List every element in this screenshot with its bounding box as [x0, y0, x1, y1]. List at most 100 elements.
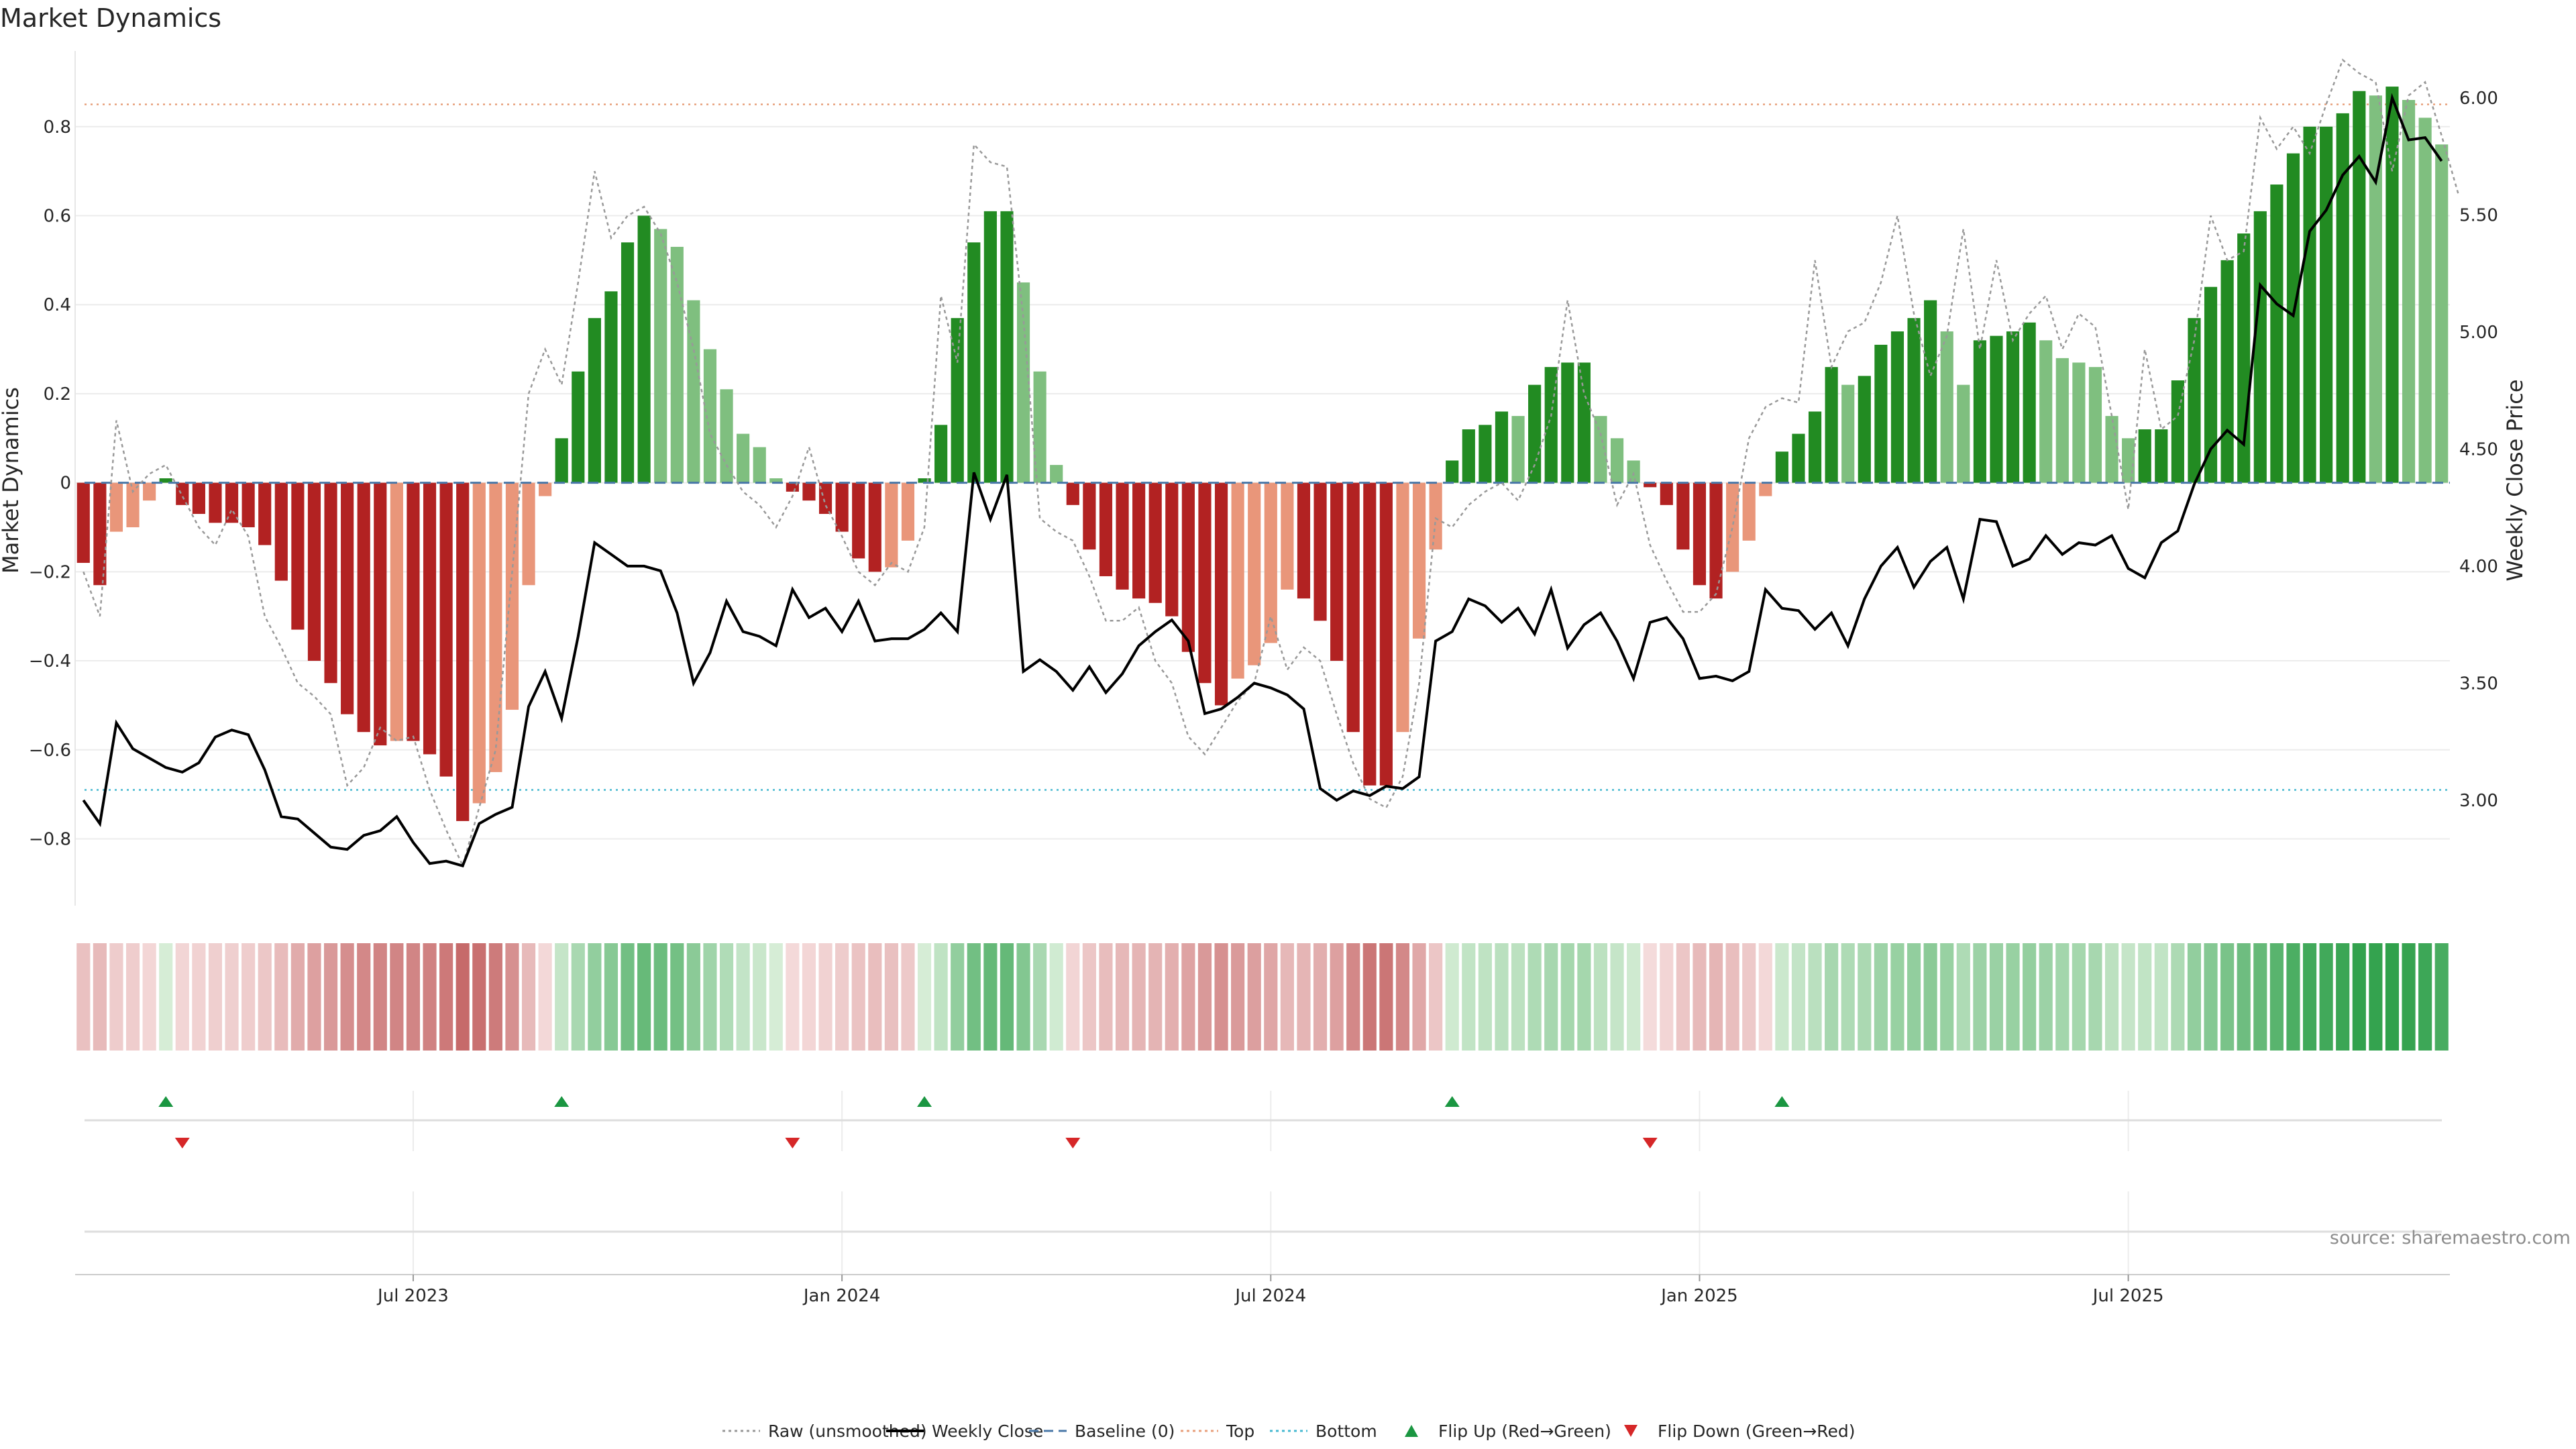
strip-cell — [1165, 943, 1179, 1051]
dynamics-bar — [1660, 482, 1673, 505]
dynamics-bar — [588, 318, 601, 483]
strip-cell — [340, 943, 354, 1051]
strip-cell — [439, 943, 453, 1051]
strip-cell — [290, 943, 305, 1051]
dynamics-bar — [885, 482, 898, 568]
strip-cell — [1923, 943, 1937, 1051]
strip-cell — [159, 943, 173, 1051]
dynamics-bar — [176, 482, 189, 505]
right-axis-label: Weekly Close Price — [2502, 379, 2528, 581]
strip-cell — [357, 943, 371, 1051]
strip-cell — [868, 943, 882, 1051]
strip-cell — [2369, 943, 2383, 1051]
dynamics-bar — [1890, 331, 1904, 483]
dynamics-bar — [109, 482, 123, 532]
legend-swatch — [1624, 1425, 1638, 1437]
dynamics-bar — [291, 482, 305, 630]
chart-title: Market Dynamics — [0, 3, 221, 33]
strip-cell — [1907, 943, 1921, 1051]
dynamics-bar — [2188, 318, 2201, 483]
dynamics-bar — [1313, 482, 1327, 621]
flip-up-marker — [1774, 1096, 1790, 1107]
strip-cell — [1000, 943, 1014, 1051]
strip-cell — [2253, 943, 2267, 1051]
strip-cell — [1066, 943, 1080, 1051]
lower-panel — [85, 1191, 2442, 1275]
strip-cell — [1709, 943, 1723, 1051]
dynamics-bar — [1363, 482, 1377, 786]
dynamics-bars — [76, 87, 2449, 821]
dynamics-bar — [1726, 482, 1739, 572]
dynamics-bar — [983, 211, 997, 483]
dynamics-bar — [209, 482, 222, 523]
dynamics-bar — [1412, 482, 1426, 639]
dynamics-bar — [324, 482, 337, 684]
strip-cell — [1758, 943, 1772, 1051]
dynamics-bar — [423, 482, 437, 755]
dynamics-bar — [1709, 482, 1723, 599]
strip-cell — [1395, 943, 1410, 1051]
dynamics-bar — [1066, 482, 1079, 505]
dynamics-bar — [1841, 384, 1855, 483]
strip-cell — [1429, 943, 1443, 1051]
dynamics-bar — [1594, 416, 1607, 483]
dynamics-bar — [703, 349, 717, 483]
strip-cell — [2269, 943, 2284, 1051]
strip-cell — [225, 943, 239, 1051]
dynamics-bar — [1281, 482, 1294, 590]
strip-cell — [1956, 943, 1970, 1051]
strip-cell — [2319, 943, 2333, 1051]
strip-cell — [1495, 943, 1509, 1051]
left-tick-label: −0.8 — [29, 829, 71, 849]
legend-item: Baseline (0) — [1029, 1421, 1175, 1441]
left-axis-ticks: 0.8 0.6 0.4 0.2 0 −0.2 −0.4 −0.6 −0.8 — [29, 117, 71, 850]
strip-cell — [753, 943, 767, 1051]
left-tick-label: 0.6 — [44, 207, 71, 227]
strip-cell — [1527, 943, 1542, 1051]
strip-cell — [1264, 943, 1278, 1051]
dynamics-bar — [2155, 429, 2168, 483]
strip-cell — [1610, 943, 1624, 1051]
dynamics-bar — [818, 482, 833, 515]
strip-cell — [1016, 943, 1030, 1051]
strip-cell — [2385, 943, 2400, 1051]
strip-cell — [505, 943, 519, 1051]
strip-cell — [1725, 943, 1739, 1051]
close-line — [82, 93, 2443, 868]
dynamics-bar — [143, 482, 156, 501]
dynamics-bar — [489, 482, 502, 772]
strip-cell — [2006, 943, 2020, 1051]
dynamics-bar — [1429, 482, 1442, 550]
strip-cell — [2055, 943, 2070, 1051]
dynamics-bar — [2171, 380, 2184, 483]
strip-cell — [2434, 943, 2449, 1051]
dynamics-bar — [621, 242, 635, 483]
legend-label: Bottom — [1316, 1421, 1377, 1441]
strip-cell — [686, 943, 700, 1051]
left-tick-label: 0.8 — [44, 117, 71, 138]
dynamics-bar — [1198, 482, 1212, 684]
dynamics-bar — [1116, 482, 1129, 590]
strip-cell — [670, 943, 684, 1051]
dynamics-bar — [1825, 367, 1838, 483]
left-tick-label: 0.4 — [44, 295, 71, 315]
strip-cell — [1858, 943, 1872, 1051]
dynamics-bar — [1264, 482, 1277, 643]
flip-down-marker — [174, 1138, 190, 1148]
raw-line — [83, 58, 2459, 868]
flip-down-marker — [1065, 1138, 1081, 1148]
dynamics-bar — [1874, 344, 1888, 483]
strip-cell — [2072, 943, 2086, 1051]
strip-cell — [802, 943, 816, 1051]
dynamics-bar — [539, 482, 552, 496]
dynamics-bar — [1858, 376, 1871, 483]
dynamics-bar — [439, 482, 453, 777]
flip-up-marker — [917, 1096, 932, 1107]
left-tick-label: 0.2 — [44, 384, 71, 405]
dynamics-bar — [1462, 429, 1475, 483]
legend-swatch — [1405, 1425, 1418, 1437]
dynamics-bar — [2253, 211, 2267, 483]
dynamics-bar — [1099, 482, 1113, 576]
strip-cell — [1874, 943, 1888, 1051]
